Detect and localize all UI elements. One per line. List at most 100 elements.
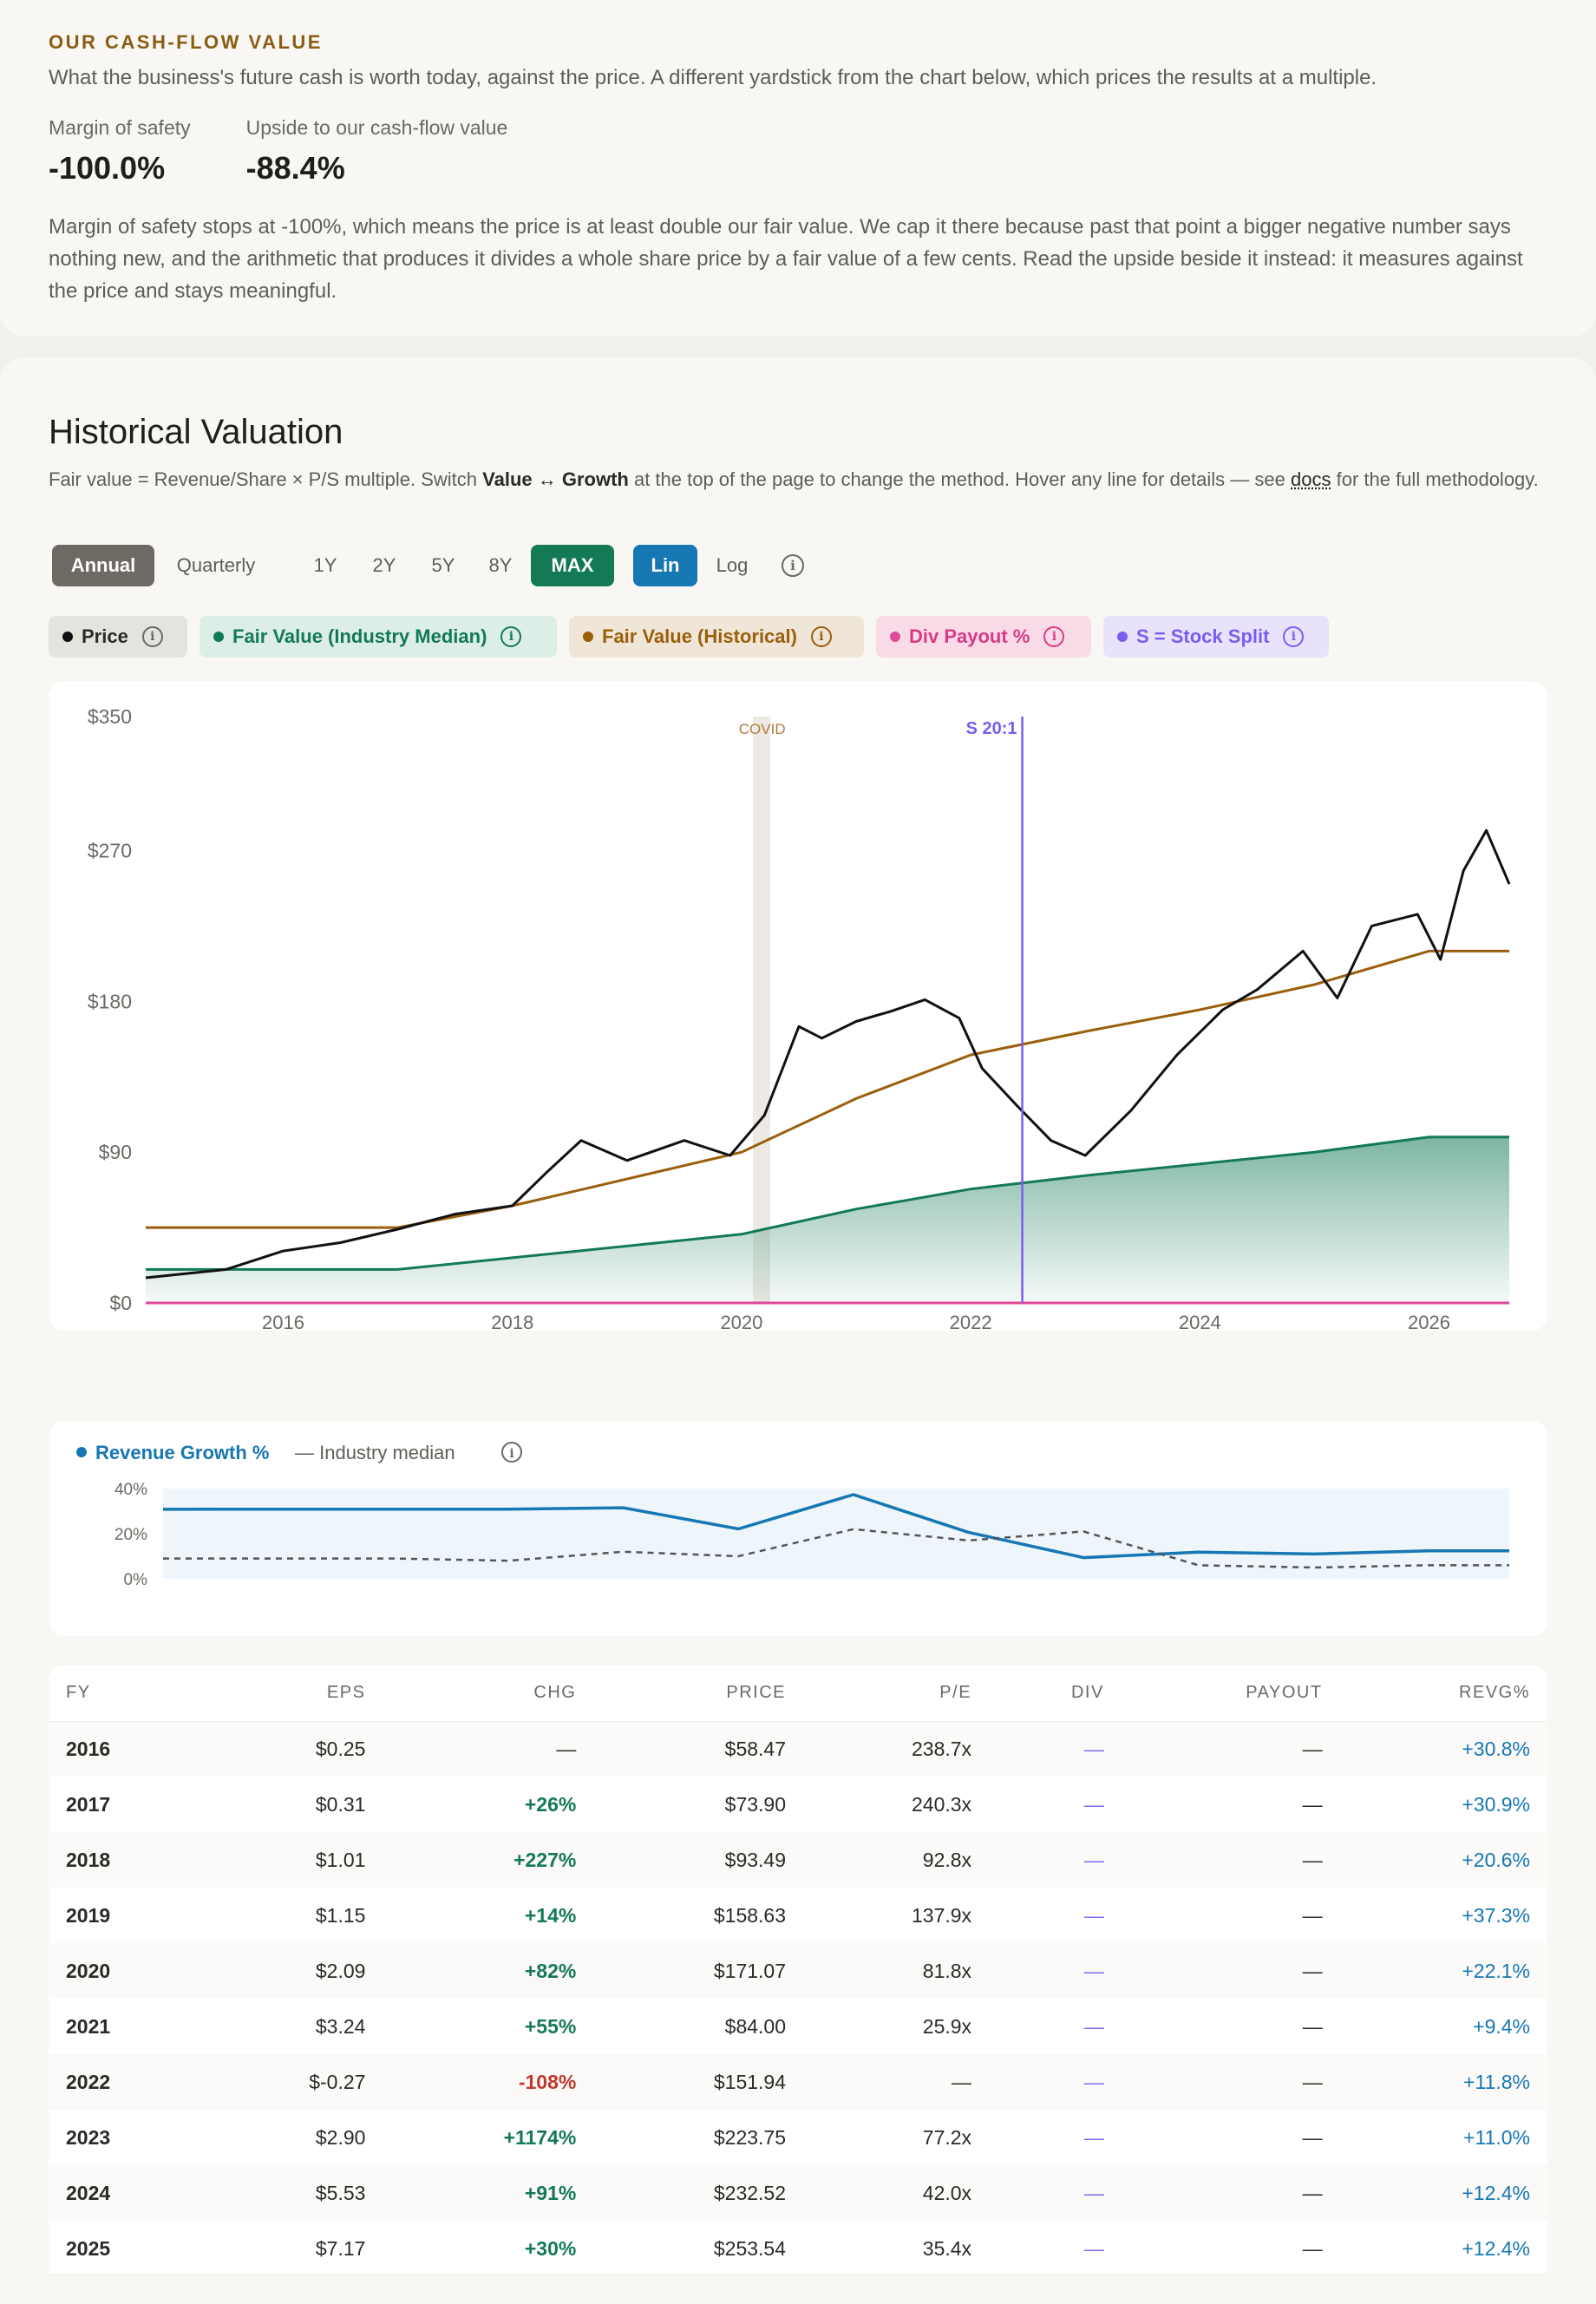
cell-pe: — [803,2054,990,2110]
desc-method: Value ↔ Growth [482,468,629,490]
cell-chg: +30% [524,2236,577,2260]
valuation-chart-svg[interactable]: $350 $270 $180 $90 $0 2016 2018 2020 2022 2024 202… [49,682,1547,1333]
fv-historical-info-icon[interactable]: i [810,626,832,647]
fv-industry-line [146,1136,1509,1271]
price-info-icon[interactable]: i [141,626,163,647]
cell-revg: +9.4% [1473,2014,1530,2038]
price-dot-icon [62,632,73,642]
cell-chg: — [383,1721,594,1777]
desc-part-c: at the top of the page to change the met… [628,468,1291,490]
table-row[interactable]: 2024 $5.53 +91% $232.52 42.0x — — +12.4% [49,2165,1547,2221]
cell-revg: +22.1% [1339,1943,1547,1999]
range-5y-button[interactable]: 5Y [431,554,455,576]
cashflow-metrics: Margin of safety -100.0% Upside to our c… [49,116,1547,187]
median-legend-label: — Industry median [295,1442,455,1463]
range-2y-button[interactable]: 2Y [372,554,396,576]
cell-fy: 2018 [49,1832,204,1888]
period-annual-button[interactable]: Annual [52,545,154,586]
cell-revg: +30.8% [1339,1721,1547,1777]
cell-div: — [1083,1903,1104,1927]
range-8y-button[interactable]: 8Y [488,554,513,576]
legend-fv-industry-label: Fair Value (Industry Median) [232,625,487,647]
docs-link[interactable]: docs [1291,468,1331,490]
table-row[interactable]: 2016 $0.25— $58.47 238.7x — — +30.8% [49,1721,1547,1777]
scale-lin-button[interactable]: Lin [633,545,697,586]
cell-pe: 240.3x [911,1792,972,1816]
cell-price: $151.94 [593,2054,804,2110]
valuation-chart[interactable]: $350 $270 $180 $90 $0 2016 2018 2020 2022 2024 202… [49,682,1547,1333]
legend-split-label: S = Stock Split [1136,625,1270,647]
table-row[interactable]: 2020 $2.09 +82% $171.07 81.8x — — +22.1% [49,1943,1547,1999]
cell-payout: — [1121,2054,1340,2110]
y-tick-label: $180 [88,990,132,1012]
cell-fy: 2019 [66,1903,111,1927]
cell-price: $158.63 [713,1903,787,1927]
fv-historical-line [146,949,1509,1229]
cell-price: $253.54 [713,2236,787,2260]
legend-div-payout-label: Div Payout % [909,625,1030,647]
x-tick-label: 2022 [950,1312,992,1331]
legend-div-payout-toggle[interactable]: Div Payout % i [876,616,1091,658]
range-1y-button[interactable]: 1Y [313,554,337,576]
cell-pe: 238.7x [803,1721,990,1777]
cell-fy: 2017 [66,1792,111,1816]
valuation-card: Historical Valuation Fair value = Revenu… [0,357,1596,2304]
col-revg: REVG% [1339,1666,1547,1722]
cell-payout: — [1121,1943,1340,1999]
growth-chart-svg[interactable]: Revenue Growth % — Industry median i 40% 20%… [49,1421,1547,1636]
legend-fv-industry-toggle[interactable]: Fair Value (Industry Median) i [200,616,557,658]
range-max-button[interactable]: MAX [531,545,614,586]
fv-industry-info-icon[interactable]: i [500,626,522,647]
cell-fy: 2022 [49,2054,204,2110]
upside: Upside to our cash-flow value -88.4% [246,116,508,187]
cell-div: — [989,1832,1122,1888]
growth-info-icon[interactable] [501,1442,522,1463]
table-row[interactable]: 2017 $0.31 +26% $73.90 240.3x — — +30.9% [49,1777,1547,1832]
upside-label: Upside to our cash-flow value [245,116,508,139]
cell-pe: 81.8x [803,1943,990,1999]
cell-fy: 2016 [49,1721,204,1777]
x-tick-label: 2020 [720,1312,762,1331]
margin-of-safety: Margin of safety -100.0% [49,116,191,187]
cell-chg: +82% [383,1943,594,1999]
table-row[interactable]: 2021 $3.24 +55% $84.00 25.9x — — +9.4% [49,1999,1547,2054]
table-row[interactable]: 2018 $1.01 +227% $93.49 92.8x — — +20.6% [49,1832,1547,1888]
table-row[interactable]: 2019 $1.15 +14% $158.63 137.9x — — +37.3% [49,1888,1547,1943]
y-tick-label: $270 [88,840,132,862]
cell-chg: +227% [383,1832,594,1888]
legend-price-toggle[interactable]: Price i [49,616,187,658]
price-line [145,828,1511,1280]
cell-fy: 2023 [66,2125,111,2149]
legend-fv-historical-toggle[interactable]: Fair Value (Historical) i [569,616,864,658]
table-row[interactable]: 2025 $7.17 +30% $253.54 35.4x — — +12.4% [49,2221,1547,2273]
period-quarterly-button[interactable]: Quarterly [176,554,256,576]
fy-table: FY EPS CHG PRICE P/E DIV PAYOUT REVG% 20… [49,1666,1547,2273]
cell-eps: $7.17 [315,2236,366,2260]
cell-fy: 2025 [66,2236,111,2260]
div-payout-info-icon[interactable]: i [1043,626,1065,647]
growth-chart[interactable]: Revenue Growth % — Industry median i 40% 20%… [49,1421,1547,1636]
desc-part-a: Fair value = Revenue/Share × P/S multipl… [49,468,483,490]
cell-eps: $2.90 [315,2125,366,2149]
valuation-description: Fair value = Revenue/Share × P/S multipl… [49,465,1549,494]
cashflow-note: Margin of safety stops at -100%, which m… [49,215,1523,303]
col-eps: EPS [203,1666,383,1722]
table-header-row: FY EPS CHG PRICE P/E DIV PAYOUT REVG% [49,1666,1547,1722]
scale-log-button[interactable]: Log [716,554,749,576]
x-tick-label: 2018 [491,1312,533,1331]
cell-chg: -108% [383,2054,594,2110]
cell-price: $171.07 [593,1943,804,1999]
controls-info-icon[interactable]: i [775,545,810,586]
cell-price: $73.90 [724,1792,787,1816]
table-row[interactable]: 2022 $-0.27 -108% $151.94— — — +11.8% [49,2054,1547,2110]
legend-split-toggle[interactable]: S = Stock Split i [1103,616,1329,658]
cell-pe: 25.9x [922,2014,972,2038]
y-tick-label: $90 [99,1141,132,1163]
cell-pe: 35.4x [922,2236,972,2260]
cell-payout: — [1302,2014,1323,2038]
split-info-icon[interactable]: i [1283,626,1305,647]
cell-chg: +26% [524,1792,577,1816]
col-chg: CHG [383,1666,594,1722]
table-row[interactable]: 2023 $2.90 +1174% $223.75 77.2x — — +11.0% [49,2110,1547,2165]
covid-band [753,717,770,1303]
